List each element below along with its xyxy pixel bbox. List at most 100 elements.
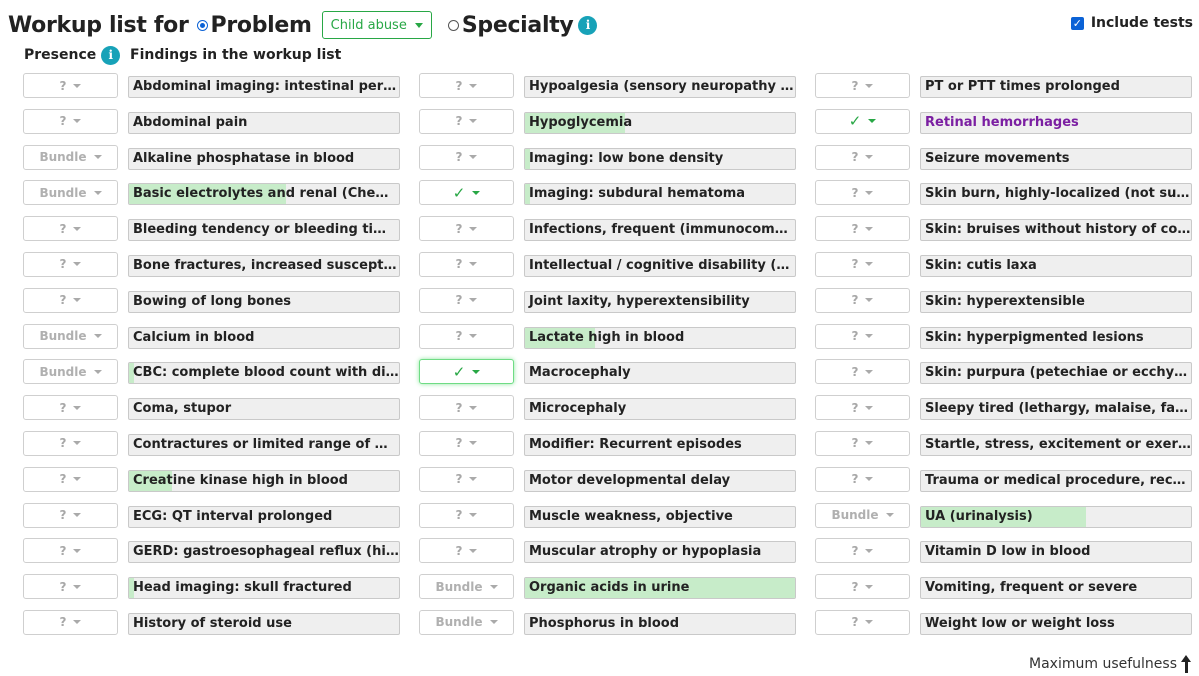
presence-dropdown[interactable]: ? xyxy=(815,609,910,635)
finding-item[interactable]: Bone fractures, increased susceptibility xyxy=(128,254,400,277)
presence-dropdown[interactable]: ? xyxy=(23,287,118,313)
presence-dropdown[interactable]: ? xyxy=(419,502,514,528)
presence-dropdown[interactable]: ? xyxy=(23,502,118,528)
presence-dropdown[interactable]: ✓ xyxy=(419,180,514,206)
presence-dropdown[interactable]: ? xyxy=(815,180,910,206)
finding-item[interactable]: Skin burn, highly-localized (not sunb... xyxy=(920,183,1192,206)
presence-dropdown[interactable]: ? xyxy=(815,574,910,600)
finding-item[interactable]: Lactate high in blood xyxy=(524,326,796,349)
presence-dropdown[interactable]: ? xyxy=(815,538,910,564)
presence-dropdown[interactable]: ? xyxy=(815,323,910,349)
include-tests-checkbox[interactable]: ✓ xyxy=(1070,16,1084,30)
presence-dropdown[interactable]: ? xyxy=(419,216,514,242)
presence-dropdown[interactable]: Bundle xyxy=(23,323,118,349)
finding-item[interactable]: Joint laxity, hyperextensibility xyxy=(524,290,796,313)
finding-item[interactable]: Basic electrolytes and renal (Chem 7) xyxy=(128,183,400,206)
sort-control[interactable]: Maximum usefulness xyxy=(1029,655,1191,673)
finding-item[interactable]: ECG: QT interval prolonged xyxy=(128,505,400,528)
presence-dropdown[interactable]: Bundle xyxy=(23,144,118,170)
presence-dropdown[interactable]: ? xyxy=(23,430,118,456)
presence-dropdown[interactable]: ? xyxy=(419,287,514,313)
presence-dropdown[interactable]: ? xyxy=(815,251,910,277)
finding-item[interactable]: Muscular atrophy or hypoplasia xyxy=(524,541,796,564)
finding-item[interactable]: Skin: bruises without history of com... xyxy=(920,219,1192,242)
presence-dropdown[interactable]: Bundle xyxy=(419,609,514,635)
finding-item[interactable]: Calcium in blood xyxy=(128,326,400,349)
presence-dropdown[interactable]: ? xyxy=(419,323,514,349)
presence-dropdown[interactable]: ? xyxy=(23,73,118,98)
finding-item[interactable]: Skin: hyperpigmented lesions xyxy=(920,326,1192,349)
problem-radio[interactable] xyxy=(196,19,208,31)
presence-dropdown[interactable]: ? xyxy=(815,395,910,421)
problem-radio-label[interactable]: Problem xyxy=(210,12,312,38)
presence-dropdown[interactable]: ✓ xyxy=(419,359,514,385)
presence-dropdown[interactable]: ? xyxy=(23,466,118,492)
finding-item[interactable]: Startle, stress, excitement or exertio..… xyxy=(920,433,1192,456)
finding-item[interactable]: Skin: cutis laxa xyxy=(920,254,1192,277)
include-tests-toggle[interactable]: ✓ Include tests xyxy=(1070,15,1193,31)
finding-item[interactable]: Creatine kinase high in blood xyxy=(128,469,400,492)
presence-info-icon[interactable]: i xyxy=(101,45,121,65)
presence-dropdown[interactable]: ? xyxy=(419,144,514,170)
problem-select[interactable]: Child abuse xyxy=(321,11,432,39)
finding-item[interactable]: Infections, frequent (immunocompro... xyxy=(524,219,796,242)
finding-item[interactable]: Hypoalgesia (sensory neuropathy inc... xyxy=(524,76,796,98)
specialty-info-icon[interactable]: i xyxy=(578,15,598,35)
presence-dropdown[interactable]: ? xyxy=(419,466,514,492)
finding-item[interactable]: Bowing of long bones xyxy=(128,290,400,313)
presence-dropdown[interactable]: ? xyxy=(23,538,118,564)
presence-dropdown[interactable]: Bundle xyxy=(419,574,514,600)
finding-item[interactable]: Motor developmental delay xyxy=(524,469,796,492)
presence-dropdown[interactable]: ? xyxy=(815,287,910,313)
finding-item[interactable]: Modifier: Recurrent episodes xyxy=(524,433,796,456)
finding-item[interactable]: Retinal hemorrhages xyxy=(920,111,1192,134)
presence-dropdown[interactable]: ? xyxy=(815,430,910,456)
finding-item[interactable]: Vitamin D low in blood xyxy=(920,541,1192,564)
finding-item[interactable]: CBC: complete blood count with diff... xyxy=(128,362,400,385)
presence-dropdown[interactable]: Bundle xyxy=(23,359,118,385)
finding-item[interactable]: Trauma or medical procedure, recent xyxy=(920,469,1192,492)
finding-item[interactable]: Intellectual / cognitive disability (de.… xyxy=(524,254,796,277)
finding-item[interactable]: Hypoglycemia xyxy=(524,111,796,134)
finding-item[interactable]: Phosphorus in blood xyxy=(524,612,796,635)
finding-item[interactable]: Seizure movements xyxy=(920,147,1192,170)
presence-dropdown[interactable]: ? xyxy=(23,251,118,277)
finding-item[interactable]: PT or PTT times prolonged xyxy=(920,76,1192,98)
presence-dropdown[interactable]: ? xyxy=(419,538,514,564)
presence-dropdown[interactable]: ? xyxy=(419,430,514,456)
finding-item[interactable]: Contractures or limited range of mot... xyxy=(128,433,400,456)
finding-item[interactable]: Abdominal imaging: intestinal perfor... xyxy=(128,76,400,98)
presence-dropdown[interactable]: ? xyxy=(815,144,910,170)
presence-dropdown[interactable]: Bundle xyxy=(23,180,118,206)
presence-dropdown[interactable]: ? xyxy=(23,108,118,134)
finding-item[interactable]: GERD: gastroesophageal reflux (hiata... xyxy=(128,541,400,564)
finding-item[interactable]: Skin: hyperextensible xyxy=(920,290,1192,313)
specialty-radio-label[interactable]: Specialty xyxy=(461,12,574,38)
presence-dropdown[interactable]: Bundle xyxy=(815,502,910,528)
arrow-up-icon[interactable] xyxy=(1181,655,1191,673)
finding-item[interactable]: Bleeding tendency or bleeding time i... xyxy=(128,219,400,242)
finding-item[interactable]: Muscle weakness, objective xyxy=(524,505,796,528)
finding-item[interactable]: Head imaging: skull fractured xyxy=(128,577,400,600)
presence-dropdown[interactable]: ? xyxy=(815,466,910,492)
presence-dropdown[interactable]: ? xyxy=(419,395,514,421)
presence-dropdown[interactable]: ? xyxy=(419,73,514,98)
presence-dropdown[interactable]: ? xyxy=(419,251,514,277)
finding-item[interactable]: History of steroid use xyxy=(128,612,400,635)
finding-item[interactable]: Weight low or weight loss xyxy=(920,612,1192,635)
finding-item[interactable]: Organic acids in urine xyxy=(524,577,796,600)
presence-dropdown[interactable]: ? xyxy=(23,395,118,421)
specialty-radio[interactable] xyxy=(447,19,459,31)
presence-dropdown[interactable]: ? xyxy=(815,73,910,98)
presence-dropdown[interactable]: ? xyxy=(815,216,910,242)
finding-item[interactable]: Imaging: low bone density xyxy=(524,147,796,170)
presence-dropdown[interactable]: ? xyxy=(419,108,514,134)
presence-dropdown[interactable]: ? xyxy=(23,216,118,242)
finding-item[interactable]: Skin: purpura (petechiae or ecchymo... xyxy=(920,362,1192,385)
finding-item[interactable]: Vomiting, frequent or severe xyxy=(920,577,1192,600)
finding-item[interactable]: Alkaline phosphatase in blood xyxy=(128,147,400,170)
finding-item[interactable]: Microcephaly xyxy=(524,398,796,421)
presence-dropdown[interactable]: ✓ xyxy=(815,108,910,134)
finding-item[interactable]: Coma, stupor xyxy=(128,398,400,421)
presence-dropdown[interactable]: ? xyxy=(23,574,118,600)
